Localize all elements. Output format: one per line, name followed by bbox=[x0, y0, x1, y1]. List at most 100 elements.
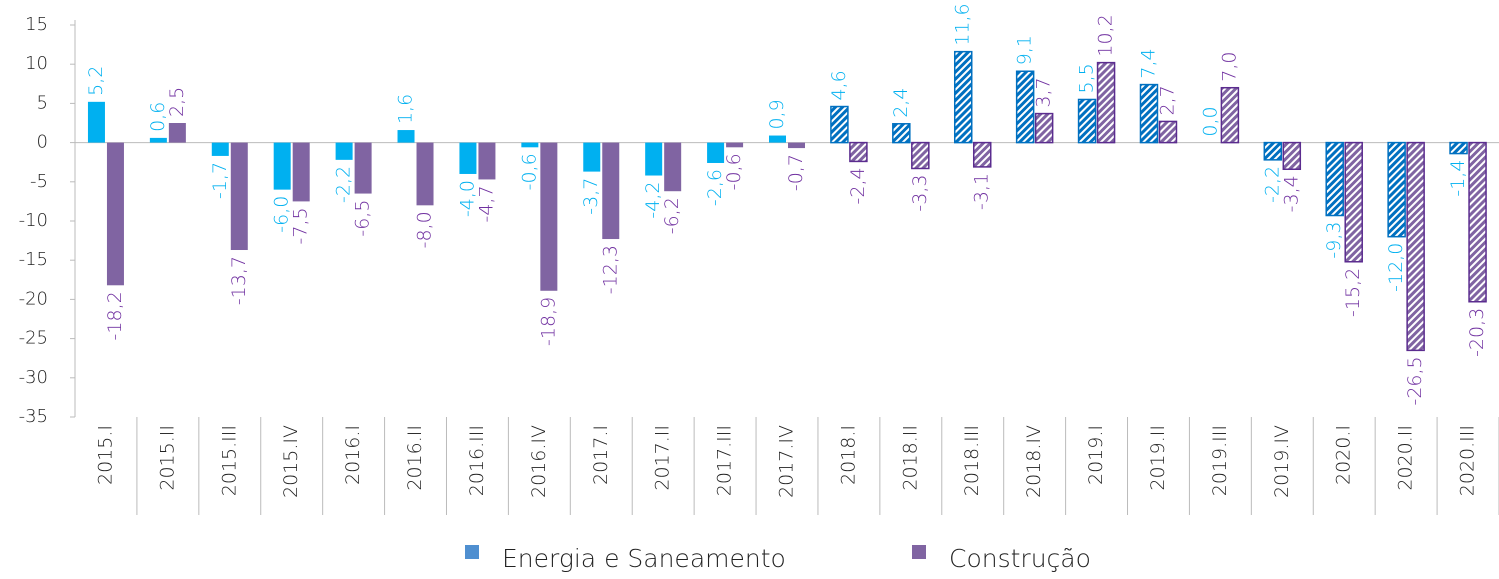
bar bbox=[830, 105, 849, 144]
value-label: -0,7 bbox=[785, 154, 807, 191]
bar bbox=[230, 142, 248, 251]
bar bbox=[87, 101, 105, 143]
bar bbox=[1449, 141, 1468, 155]
bar bbox=[892, 123, 911, 144]
bar bbox=[1282, 141, 1302, 171]
value-label: -13,7 bbox=[228, 256, 250, 305]
x-tick-label: 2018.II bbox=[899, 425, 921, 491]
bar bbox=[953, 50, 973, 144]
value-label: -18,2 bbox=[104, 291, 126, 340]
bar bbox=[1158, 120, 1178, 144]
bar bbox=[1015, 70, 1035, 144]
value-label: 11,6 bbox=[952, 3, 974, 45]
bar bbox=[1034, 112, 1054, 144]
x-tick-label: 2015.I bbox=[94, 425, 116, 485]
value-label: -7,5 bbox=[290, 207, 312, 244]
bar bbox=[911, 141, 930, 170]
bar bbox=[769, 135, 786, 143]
legend-swatch bbox=[912, 545, 926, 559]
bar bbox=[354, 142, 372, 194]
bar bbox=[707, 142, 725, 163]
x-tick-label: 2020.I bbox=[1333, 425, 1355, 485]
value-label: -3,7 bbox=[580, 178, 602, 215]
bar bbox=[645, 142, 663, 176]
x-tick-label: 2017.II bbox=[652, 425, 674, 491]
value-label: -2,4 bbox=[847, 167, 869, 204]
bar bbox=[478, 142, 496, 180]
y-tick-label: -30 bbox=[19, 367, 48, 388]
value-label: -2,2 bbox=[1261, 166, 1283, 203]
bar bbox=[1220, 86, 1240, 144]
value-label: -20,3 bbox=[1466, 308, 1488, 357]
bar bbox=[292, 142, 310, 202]
x-tick-label: 2019.III bbox=[1209, 425, 1231, 496]
value-label: -12,3 bbox=[599, 245, 621, 294]
bar bbox=[1325, 141, 1344, 217]
x-tick-label: 2016.III bbox=[466, 425, 488, 496]
value-label: -3,1 bbox=[971, 173, 993, 210]
x-tick-label: 2018.I bbox=[837, 425, 859, 485]
value-label: -2,6 bbox=[704, 169, 726, 206]
value-label: 7,4 bbox=[1137, 48, 1159, 78]
bar bbox=[1387, 141, 1406, 238]
bar bbox=[397, 130, 415, 143]
bar bbox=[1468, 141, 1487, 303]
x-tick-label: 2017.IV bbox=[776, 425, 798, 498]
bar bbox=[602, 142, 620, 240]
value-label: 2,7 bbox=[1156, 85, 1178, 115]
value-label: -3,3 bbox=[909, 174, 931, 211]
bar bbox=[335, 142, 353, 160]
value-label: 0,6 bbox=[147, 102, 169, 132]
x-tick-label: 2018.IV bbox=[1023, 425, 1045, 498]
bar bbox=[1406, 141, 1425, 352]
value-label: -1,4 bbox=[1447, 160, 1469, 197]
value-label: 0,0 bbox=[1199, 106, 1221, 136]
bar bbox=[540, 142, 558, 291]
value-label: -2,2 bbox=[333, 166, 355, 203]
value-label: -6,0 bbox=[271, 196, 293, 233]
value-label: -15,2 bbox=[1342, 268, 1364, 317]
y-tick-label: -20 bbox=[19, 288, 48, 309]
bar bbox=[972, 141, 992, 168]
value-label: -0,6 bbox=[518, 153, 540, 190]
bar bbox=[168, 123, 186, 143]
bar bbox=[1344, 141, 1363, 263]
y-tick-label: 0 bbox=[37, 132, 48, 153]
y-tick-label: 5 bbox=[37, 92, 48, 113]
x-tick-label: 2018.III bbox=[961, 425, 983, 496]
value-label: -4,2 bbox=[642, 182, 664, 219]
x-tick-label: 2019.I bbox=[1085, 425, 1107, 485]
bar bbox=[726, 142, 744, 148]
bar bbox=[849, 141, 868, 163]
value-label: 10,2 bbox=[1095, 14, 1117, 56]
y-tick-label: -5 bbox=[30, 171, 48, 192]
x-tick-label: 2015.III bbox=[218, 425, 240, 496]
bar bbox=[521, 142, 539, 148]
bar bbox=[1139, 83, 1159, 144]
bar bbox=[211, 142, 229, 156]
legend-label: Construção bbox=[949, 544, 1091, 573]
y-tick-label: -35 bbox=[19, 406, 48, 427]
bar bbox=[788, 142, 805, 149]
value-label: 2,4 bbox=[890, 88, 912, 118]
y-tick-label: -10 bbox=[19, 210, 48, 231]
value-label: -6,2 bbox=[661, 197, 683, 234]
x-tick-label: 2016.IV bbox=[528, 425, 550, 498]
bar bbox=[664, 142, 682, 192]
value-label: -8,0 bbox=[414, 211, 436, 248]
x-tick-label: 2019.IV bbox=[1271, 425, 1293, 498]
x-tick-label: 2015.II bbox=[156, 425, 178, 491]
value-label: -6,5 bbox=[352, 200, 374, 237]
bar bbox=[1077, 98, 1097, 144]
value-label: -0,6 bbox=[723, 153, 745, 190]
value-label: -12,0 bbox=[1385, 243, 1407, 292]
value-label: 4,6 bbox=[828, 70, 850, 100]
value-label: 9,1 bbox=[1014, 35, 1036, 65]
legend-label: Energia e Saneamento bbox=[502, 544, 786, 573]
value-label: 7,0 bbox=[1218, 52, 1240, 82]
value-label: -18,9 bbox=[537, 297, 559, 346]
x-tick-label: 2017.III bbox=[714, 425, 736, 496]
y-tick-label: 10 bbox=[25, 53, 48, 74]
value-label: -1,7 bbox=[209, 162, 231, 199]
